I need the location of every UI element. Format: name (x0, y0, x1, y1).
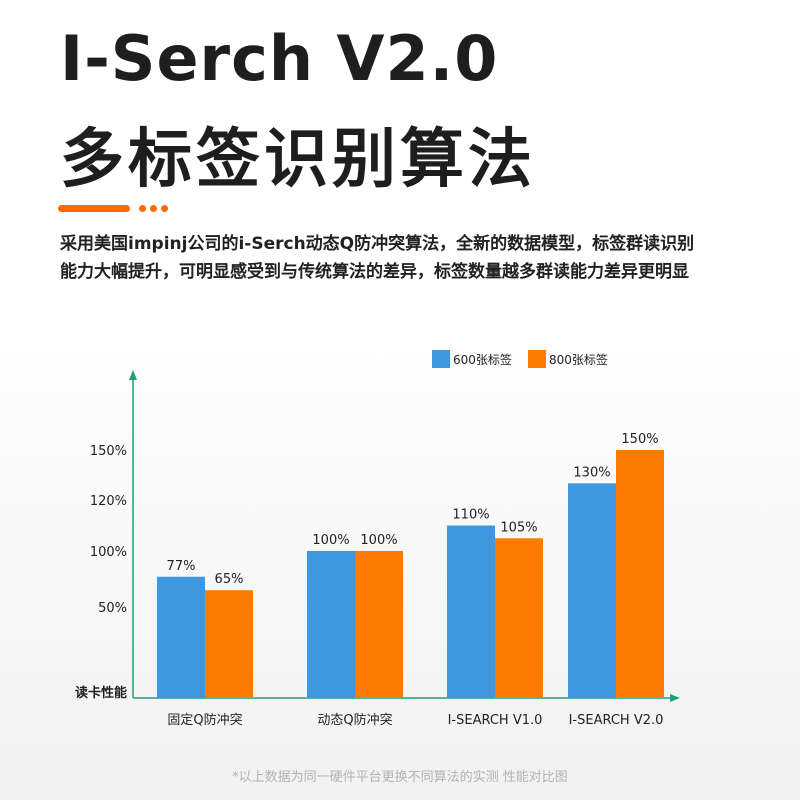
description: 采用美国impinj公司的i-Serch动态Q防冲突算法，全新的数据模型，标签群… (60, 230, 760, 286)
bar-value-label: 100% (312, 533, 349, 548)
x-tick-label: 固定Q防冲突 (167, 712, 242, 728)
y-tick-label: 150% (90, 444, 127, 459)
accent-dot (150, 205, 157, 212)
x-tick-label: I-SEARCH V2.0 (569, 713, 664, 728)
x-axis-arrow (670, 694, 680, 702)
footnote: *以上数据为同一硬件平台更换不同算法的实测 性能对比图 (232, 770, 568, 785)
y-axis-label: 读卡性能 (75, 685, 127, 701)
legend-swatch (528, 350, 546, 368)
y-tick-label: 120% (90, 494, 127, 509)
accent-bar (58, 205, 130, 212)
bar-value-label: 105% (500, 520, 537, 535)
y-tick-label: 50% (98, 601, 127, 616)
legend-label: 600张标签 (453, 352, 512, 367)
x-tick-label: I-SEARCH V1.0 (448, 713, 543, 728)
bar (355, 551, 403, 698)
description-line: 采用美国impinj公司的i-Serch动态Q防冲突算法，全新的数据模型，标签群… (60, 234, 695, 254)
page-subtitle: 多标签识别算法 (60, 123, 536, 197)
bar-value-label: 150% (621, 432, 658, 447)
description-line: 能力大幅提升，可明显感受到与传统算法的差异，标签数量越多群读能力差异更明显 (60, 262, 689, 282)
bar (616, 450, 664, 698)
bar-value-label: 77% (167, 559, 196, 574)
y-axis-arrow (129, 370, 137, 380)
bar (307, 551, 355, 698)
bar (495, 538, 543, 698)
bar (205, 590, 253, 698)
bar (157, 576, 205, 698)
y-tick-label: 100% (90, 545, 127, 560)
bar-value-label: 130% (573, 465, 610, 480)
accent-dot (139, 205, 146, 212)
legend-label: 800张标签 (549, 352, 608, 367)
accent-dot (161, 205, 168, 212)
legend-swatch (432, 350, 450, 368)
page-title: I-Serch V2.0 (60, 22, 499, 95)
x-tick-label: 动态Q防冲突 (317, 712, 392, 728)
bar-value-label: 100% (360, 533, 397, 548)
bar (568, 483, 616, 698)
bar-value-label: 65% (215, 572, 244, 587)
bar-value-label: 110% (452, 508, 489, 523)
bar (447, 525, 495, 698)
